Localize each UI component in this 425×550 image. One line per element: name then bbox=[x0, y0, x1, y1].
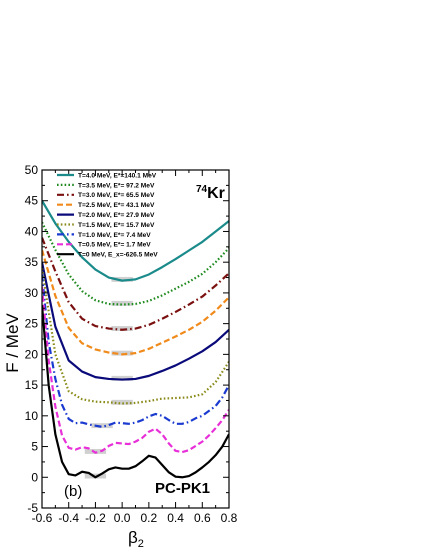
y-tick-label: 10 bbox=[25, 409, 39, 423]
x-axis-title: β2 bbox=[128, 528, 144, 550]
series-line-0 bbox=[42, 200, 229, 282]
y-tick-label: -5 bbox=[27, 501, 38, 515]
nucleus-label: 74Kr bbox=[196, 184, 225, 202]
series-line-4 bbox=[42, 261, 229, 381]
minimum-band bbox=[111, 300, 133, 306]
x-tick-label: 0.0 bbox=[114, 511, 131, 525]
panel-label: (b) bbox=[64, 483, 82, 500]
series-line-5 bbox=[42, 268, 229, 405]
axes-frame bbox=[41, 169, 230, 509]
legend: T=4.0 MeV, E*=140.1 MeV T=3.5 MeV, E*= 97… bbox=[57, 172, 158, 259]
x-axis-title-subscript: 2 bbox=[138, 538, 144, 550]
legend-entry: T=3.0 MeV, E*= 65.5 MeV bbox=[78, 192, 155, 199]
legend-entry: T=0.5 MeV, E*= 1.7 MeV bbox=[78, 242, 151, 249]
model-label: PC-PK1 bbox=[155, 480, 210, 497]
x-tick-label: -0.6 bbox=[32, 511, 53, 525]
y-tick-label: 25 bbox=[25, 317, 39, 331]
series-line-7 bbox=[42, 286, 229, 454]
series-layer bbox=[42, 200, 229, 479]
x-tick-label: 0.4 bbox=[167, 511, 184, 525]
x-tick-label: -0.2 bbox=[85, 511, 106, 525]
series-line-2 bbox=[42, 237, 229, 331]
series-line-3 bbox=[42, 249, 229, 356]
y-tick-label: 30 bbox=[25, 286, 39, 300]
plot-background bbox=[84, 276, 133, 479]
series-line-1 bbox=[42, 221, 229, 306]
y-tick-label: 15 bbox=[25, 378, 39, 392]
x-tick-label: 0.8 bbox=[221, 511, 238, 525]
y-tick-label: 45 bbox=[25, 194, 39, 208]
minimum-band bbox=[111, 399, 133, 405]
minimum-band bbox=[91, 423, 113, 429]
legend-entry: T=3.5 MeV, E*= 97.2 MeV bbox=[78, 182, 155, 189]
y-tick-label: 50 bbox=[25, 163, 39, 177]
nucleus-symbol: Kr bbox=[207, 185, 225, 202]
series-line-8 bbox=[42, 305, 229, 479]
x-tick-label: -0.4 bbox=[58, 511, 79, 525]
minimum-band bbox=[111, 375, 133, 381]
legend-entry: T=1.0 MeV, E*= 7.4 MeV bbox=[78, 232, 151, 239]
x-tick-label: 0.6 bbox=[194, 511, 211, 525]
minimum-band bbox=[111, 350, 133, 356]
legend-entry: T=2.0 MeV, E*= 27.9 MeV bbox=[78, 212, 155, 219]
legend-entry: T=0 MeV, E_x=-626.5 MeV bbox=[78, 252, 158, 259]
y-tick-label: 40 bbox=[25, 224, 39, 238]
minimum-band bbox=[111, 276, 133, 282]
y-tick-label: 5 bbox=[31, 440, 38, 454]
x-axis-title-base: β bbox=[128, 528, 138, 547]
x-tick-label: 0.2 bbox=[141, 511, 158, 525]
y-tick-label: 35 bbox=[25, 255, 39, 269]
y-axis-title: F / MeV bbox=[3, 313, 22, 373]
series-line-6 bbox=[42, 274, 229, 428]
nucleus-mass: 74 bbox=[196, 184, 208, 195]
y-tick-label: 0 bbox=[31, 470, 38, 484]
plot-frame bbox=[41, 169, 230, 509]
legend-entry: T=4.0 MeV, E*=140.1 MeV bbox=[78, 172, 157, 179]
legend-entry: T=1.5 MeV, E*= 15.7 MeV bbox=[78, 222, 155, 229]
minimum-band bbox=[111, 326, 133, 332]
axis-ticks: -0.6 -0.4 -0.2 0.0 0.2 0.4 0.6 0.8 -5 0 5 10 15 20 25 3… bbox=[25, 163, 238, 525]
y-tick-label: 20 bbox=[25, 347, 39, 361]
legend-entry: T=2.5 MeV, E*= 43.1 MeV bbox=[78, 202, 155, 209]
